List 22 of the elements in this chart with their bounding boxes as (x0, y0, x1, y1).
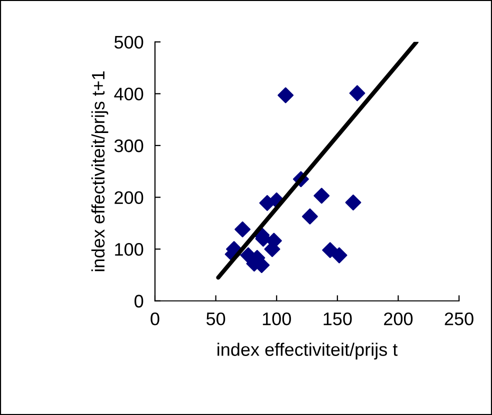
y-tick-label: 0 (134, 294, 144, 308)
point (349, 85, 366, 102)
x-tick-label: 0 (150, 312, 160, 326)
y-tick-label: 200 (114, 191, 144, 204)
point (314, 188, 330, 204)
x-tick-label: 100 (262, 312, 291, 326)
point (331, 247, 348, 264)
y-tick-label: 400 (114, 88, 144, 100)
x-tick-label: 150 (324, 312, 352, 326)
point (302, 208, 318, 224)
point (345, 194, 362, 210)
y-tick-label: 500 (114, 36, 144, 49)
x-axis-title: index effectiviteit/prijs t (218, 342, 398, 360)
y-axis-title: index effectiviteit/prijs t+1 (91, 71, 108, 272)
x-tick-label: 250 (444, 312, 474, 326)
x-tick-label: 200 (384, 312, 413, 326)
point (322, 242, 338, 258)
point (234, 221, 251, 238)
x-tick-label: 50 (206, 312, 226, 326)
y-tick-label: 300 (114, 139, 144, 152)
y-tick-label: 100 (115, 243, 144, 256)
point (278, 87, 294, 104)
